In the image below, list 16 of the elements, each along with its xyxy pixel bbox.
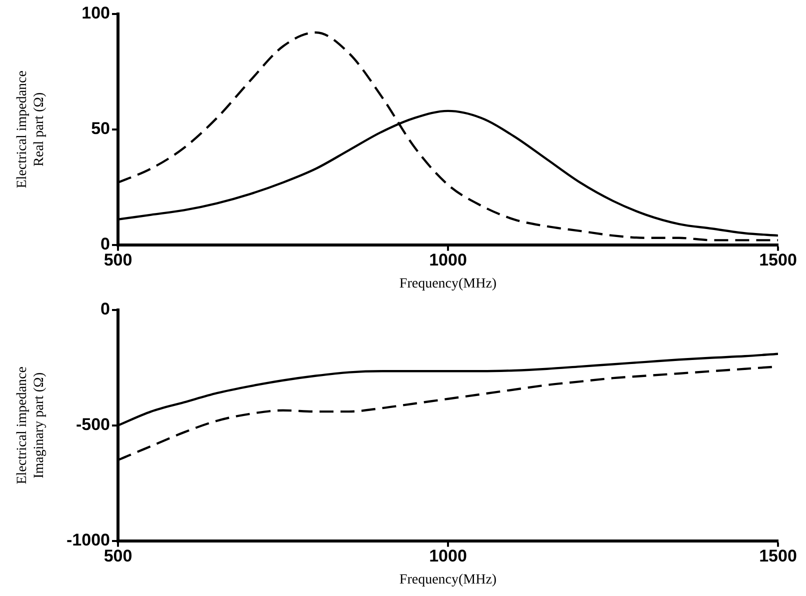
x-axis-title: Frequency(MHz) bbox=[399, 572, 497, 588]
y-tick-label: 100 bbox=[82, 4, 110, 23]
x-tick-label: 1500 bbox=[759, 546, 797, 566]
x-axis-title: Frequency(MHz) bbox=[399, 276, 497, 292]
y-tick-label: -1000 bbox=[66, 530, 110, 550]
x-tick-label: 1500 bbox=[759, 250, 797, 270]
x-tick-label: 1000 bbox=[429, 250, 467, 270]
x-tick-label: 500 bbox=[104, 546, 132, 566]
y-axis-title: Electrical impedance Imaginary part (Ω) bbox=[15, 366, 47, 484]
x-tick-label: 500 bbox=[104, 250, 132, 270]
y-tick-label: 0 bbox=[100, 234, 110, 254]
y-axis-title: Electrical impedance Real part (Ω) bbox=[15, 70, 47, 188]
y-tick-label: -500 bbox=[76, 415, 110, 434]
y-tick-label: 0 bbox=[100, 300, 110, 319]
y-tick-label: 50 bbox=[91, 119, 110, 138]
x-tick-label: 1000 bbox=[429, 546, 467, 566]
